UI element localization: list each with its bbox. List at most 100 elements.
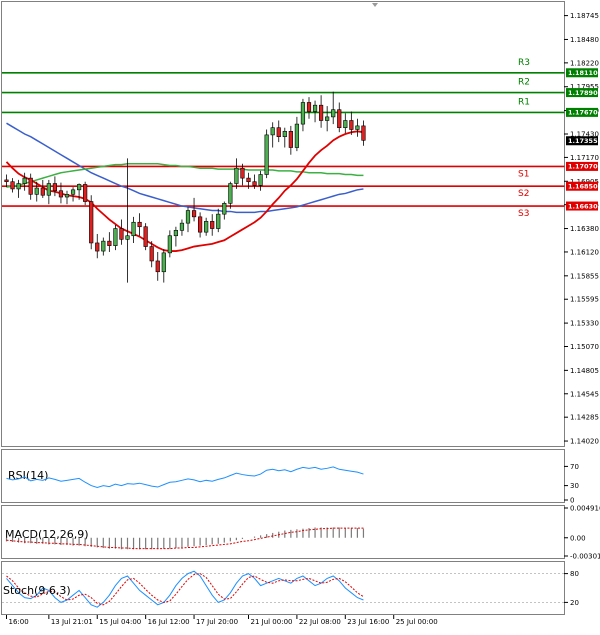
candle: [28, 173, 33, 200]
level-label-s3: S3: [518, 209, 529, 219]
time-tick-label: 23 Jul 16:00: [347, 618, 389, 626]
level-tag-bg: [566, 68, 598, 78]
candle-body-bull: [22, 177, 27, 184]
candle-body-bull: [264, 134, 269, 175]
candle-body-bull: [167, 235, 172, 254]
level-tag-value: 1.17670: [568, 109, 598, 117]
price-tick-label: 1.14285: [570, 414, 599, 422]
candle-body-bear: [252, 181, 257, 186]
candle-body-bear: [107, 240, 112, 246]
scroll-marker-icon: [372, 3, 378, 7]
candle: [119, 219, 124, 245]
candle-body-bull: [161, 252, 166, 273]
level-tag-bg: [566, 107, 598, 117]
price-tick-label: 1.18745: [570, 12, 599, 20]
candle-body-bear: [349, 120, 354, 130]
candle-body-bear: [191, 210, 197, 218]
candle: [240, 163, 245, 186]
level-label-r2: R2: [518, 78, 530, 88]
price-tick-label: 1.14545: [570, 390, 599, 398]
stoch-main-line: [6, 570, 364, 608]
candle-body-bull: [216, 213, 221, 229]
candle: [191, 197, 197, 222]
candle: [167, 230, 172, 258]
ma-line-blue: [6, 122, 364, 214]
candle: [143, 223, 148, 251]
price-tick-label: 1.17170: [570, 154, 599, 162]
candle: [246, 172, 251, 189]
price-tick-label: 1.15330: [570, 320, 599, 328]
price-tick-label: 1.18480: [570, 36, 599, 44]
candle-body-bull: [343, 120, 348, 128]
current-price-tag-value: 1.17355: [568, 137, 598, 145]
candle-body-bear: [52, 183, 57, 192]
candle: [58, 182, 64, 204]
candle-body-bull: [77, 184, 82, 191]
candle-body-bear: [119, 228, 124, 240]
candle-body-bull: [101, 240, 106, 252]
candle: [131, 216, 136, 243]
candle: [83, 181, 88, 206]
level-label-s1: S1: [518, 169, 529, 179]
candle: [70, 187, 76, 202]
candle-body-bear: [83, 184, 88, 202]
candle: [270, 122, 275, 148]
rsi-tick-label: 30: [570, 482, 579, 490]
time-tick-label: 16:00: [9, 618, 29, 626]
candle-body-bull: [282, 131, 287, 138]
candle-body-bull: [325, 116, 330, 121]
candle-body-bear: [95, 242, 100, 252]
candle: [300, 98, 306, 132]
candle: [318, 95, 324, 128]
rsi-tick-label: 70: [570, 463, 579, 471]
candle: [337, 102, 342, 133]
price-tick-label: 1.14020: [570, 438, 599, 446]
candle: [288, 125, 293, 155]
price-tick-label: 1.15855: [570, 272, 599, 280]
level-label-r3: R3: [518, 58, 530, 68]
candle-body-bull: [294, 123, 300, 148]
price-tick-label: 1.17955: [570, 83, 599, 91]
candle-body-bear: [361, 125, 366, 141]
candle-body-bull: [204, 221, 209, 233]
candle-body-bear: [337, 109, 342, 128]
candle: [210, 214, 215, 236]
price-tick-label: 1.15595: [570, 296, 599, 304]
time-tick-label: 15 Jul 04:00: [99, 618, 141, 626]
candle-body-bear: [155, 260, 160, 273]
candle-body-bull: [222, 203, 227, 215]
candle: [34, 181, 39, 202]
candle-body-bear: [306, 102, 312, 112]
level-tag-value: 1.18110: [568, 69, 598, 77]
candle: [64, 190, 70, 205]
candles: [4, 91, 366, 283]
level-tag-bg: [566, 88, 598, 98]
candle-body-bear: [58, 190, 64, 198]
candle-body-bear: [149, 246, 154, 262]
level-tag-value: 1.17890: [568, 89, 598, 97]
current-price: 1.17355: [566, 136, 598, 146]
candle-body-bull: [234, 167, 239, 184]
candle-body-bear: [276, 127, 281, 138]
candle-body-bear: [246, 177, 251, 183]
level-tag-bg: [566, 181, 598, 191]
candle-body-bull: [312, 104, 318, 112]
price-tick-label: 1.16380: [570, 225, 599, 233]
stoch-title: Stoch(9,6,3): [3, 584, 71, 597]
candle-body-bull: [331, 109, 336, 118]
level-tag-value: 1.16630: [568, 202, 598, 210]
macd-title: MACD(12,26,9): [5, 528, 89, 541]
candle: [294, 116, 300, 152]
candle-body-bear: [28, 177, 33, 195]
time-tick-label: 17 Jul 20:00: [196, 618, 238, 626]
candle: [276, 120, 281, 143]
level-value-tags: 1.18110 1.17890 1.17670 1.17070 1.16850 1.166…: [566, 68, 598, 211]
candle: [137, 213, 142, 236]
candle: [198, 212, 203, 238]
candle: [204, 217, 209, 236]
candle: [155, 251, 160, 281]
candle: [312, 100, 318, 123]
